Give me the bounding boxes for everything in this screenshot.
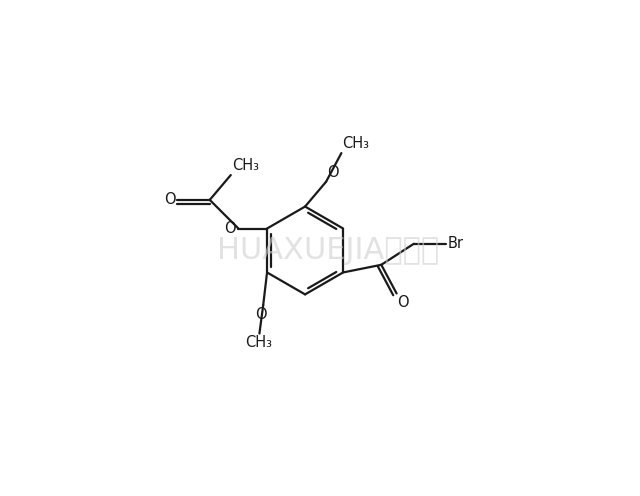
- Text: Br: Br: [448, 236, 464, 251]
- Text: O: O: [397, 295, 409, 310]
- Text: CH₃: CH₃: [232, 158, 259, 173]
- Text: CH₃: CH₃: [245, 335, 272, 351]
- Text: O: O: [164, 192, 175, 207]
- Text: O: O: [224, 221, 236, 236]
- Text: CH₃: CH₃: [342, 136, 369, 151]
- Text: HUAXUEJIA化学加: HUAXUEJIA化学加: [217, 236, 439, 265]
- Text: O: O: [255, 307, 267, 322]
- Text: O: O: [327, 165, 339, 180]
